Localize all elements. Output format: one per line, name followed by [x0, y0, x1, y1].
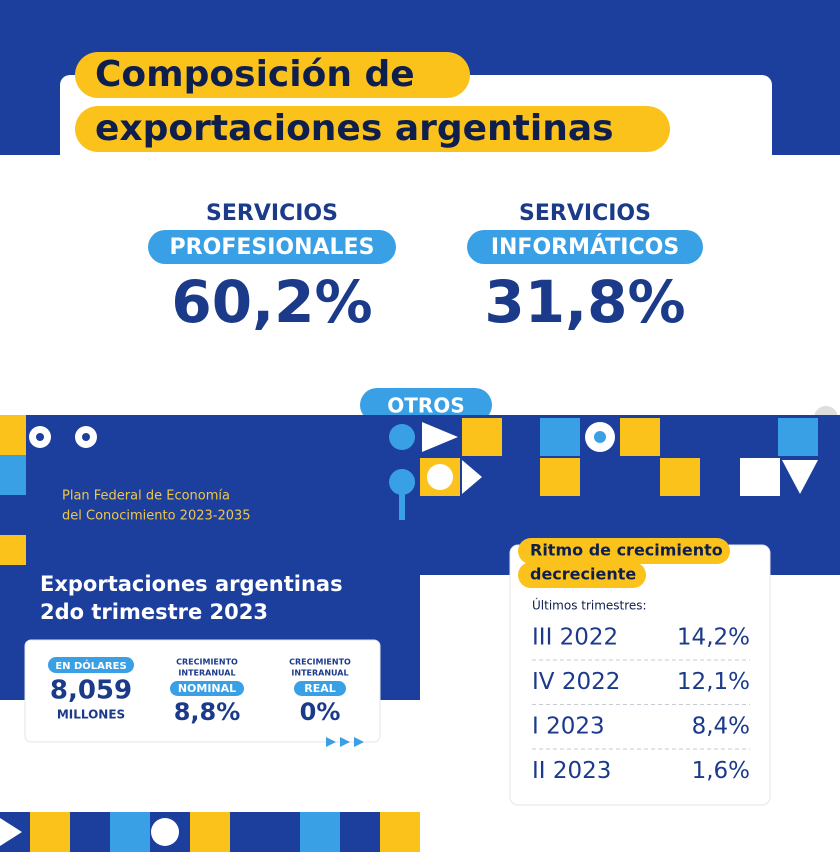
- title: exportaciones argentinas: [95, 108, 614, 149]
- tile: [0, 535, 26, 565]
- growth-title: Ritmo de crecimiento: [530, 541, 723, 560]
- growth-title-highlight: [518, 538, 730, 564]
- plan-text: Plan Federal de Economía: [62, 489, 230, 504]
- growth-subtitle: Últimos trimestres:: [532, 598, 647, 613]
- tile: [660, 458, 700, 496]
- tile: [380, 812, 420, 852]
- tile: [540, 418, 580, 456]
- stat-tag: NOMINAL: [178, 682, 236, 695]
- stat-tag: REAL: [304, 682, 336, 695]
- tile: [190, 812, 230, 852]
- growth-value: 14,2%: [677, 625, 750, 651]
- top-card: [60, 75, 772, 420]
- stat-label: INTERANUAL: [178, 669, 235, 678]
- stat-pill: [294, 681, 346, 696]
- stat-label: INTERANUAL: [291, 669, 348, 678]
- title-highlight: [75, 106, 670, 152]
- tile: [740, 458, 780, 496]
- item-pill: [148, 230, 396, 264]
- item-label: SERVICIOS: [519, 201, 651, 226]
- title: Composición de: [95, 54, 415, 95]
- tile: [30, 812, 70, 852]
- period: IV 2022: [532, 669, 620, 695]
- title-highlight: [75, 52, 470, 98]
- triangle: [0, 818, 22, 846]
- stat-value: 8,8%: [174, 698, 241, 726]
- tile: [540, 458, 580, 496]
- bottom-pattern: [0, 812, 420, 852]
- pin-icon: [389, 469, 416, 520]
- period: I 2023: [532, 714, 605, 740]
- item-pill: [467, 230, 703, 264]
- other-label: OTROS: [387, 394, 464, 418]
- growth-value: 8,4%: [692, 714, 750, 740]
- plan-text: del Conocimiento 2023-2035: [62, 509, 251, 524]
- growth-value: 12,1%: [677, 669, 750, 695]
- other-pill: [360, 388, 492, 422]
- stat-unit: MILLONES: [57, 708, 125, 722]
- globe-icon: [427, 464, 453, 490]
- growth-title: decreciente: [530, 565, 636, 584]
- growth-value: 1,6%: [692, 758, 750, 784]
- tile: [0, 455, 26, 495]
- growth-table: III 2022 14,2% IV 2022 12,1% I 2023 8,4% II 20…: [532, 625, 750, 784]
- arrows-icon: [326, 737, 364, 747]
- tile: [462, 418, 502, 456]
- growth-title-highlight: [518, 562, 646, 588]
- stat-label: CRECIMIENTO: [289, 658, 351, 667]
- compass-icon: [389, 424, 415, 450]
- tile: [0, 415, 26, 455]
- item-value: 31,8%: [484, 268, 685, 336]
- item-label: INFORMÁTICOS: [491, 234, 679, 260]
- left-title: Exportaciones argentinas: [40, 572, 343, 596]
- stat-pill: [170, 681, 244, 696]
- item-label: PROFESIONALES: [170, 235, 375, 260]
- stat-label: CRECIMIENTO: [176, 658, 238, 667]
- item-value: 60,2%: [171, 268, 372, 336]
- stat-value: 0%: [300, 698, 341, 726]
- stat-tag: EN DÓLARES: [55, 659, 126, 672]
- stat-pill: [48, 657, 134, 673]
- stat-value: 8,059: [50, 676, 132, 706]
- eye-icon: [82, 433, 90, 441]
- period: II 2023: [532, 758, 611, 784]
- top-pattern: [389, 418, 818, 520]
- tile: [110, 812, 150, 852]
- tile: [778, 418, 818, 456]
- eye-icon: [36, 433, 44, 441]
- triangle: [422, 422, 482, 494]
- eye-icon: [151, 818, 179, 846]
- item-label: SERVICIOS: [206, 201, 338, 226]
- left-title: 2do trimestre 2023: [40, 600, 268, 624]
- tile: [620, 418, 660, 456]
- tile: [300, 812, 340, 852]
- triangle: [782, 460, 818, 494]
- eye-icon: [594, 431, 606, 443]
- period: III 2022: [532, 625, 618, 651]
